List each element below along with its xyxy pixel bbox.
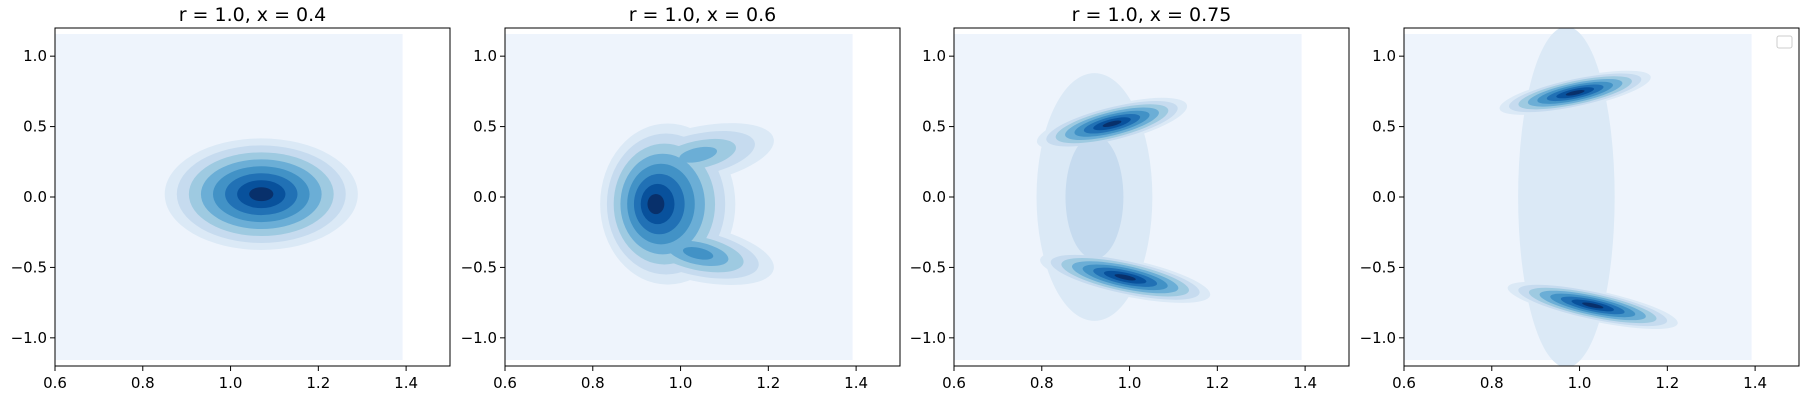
panel-1: 0.6 0.8 1.0 1.2 1.4 1.0 0.5 0.0 −0.5 −1.0 r = 1.0,… <box>11 4 451 392</box>
x-tick-label: 0.6 <box>1392 374 1416 392</box>
y-tick-label: 1.0 <box>23 47 47 65</box>
x-tick-label: 1.0 <box>1568 374 1592 392</box>
x-tick-label: 1.0 <box>669 374 693 392</box>
x-tick-label: 0.8 <box>581 374 605 392</box>
y-tick-label: 0.5 <box>23 118 47 136</box>
x-tick-label: 1.4 <box>1293 374 1317 392</box>
density-contours <box>954 34 1302 360</box>
y-tick-label: −0.5 <box>11 258 47 276</box>
contour-level-8-blob-1 <box>1102 120 1122 128</box>
x-tick-label: 1.2 <box>306 374 330 392</box>
y-tick-label: 1.0 <box>473 47 497 65</box>
y-tick-label: 0.0 <box>922 188 946 206</box>
panel-2: 0.6 0.8 1.0 1.2 1.4 1.0 0.5 0.0 −0.5 −1.0 r = 1.0,… <box>461 4 901 392</box>
y-tick-label: 0.5 <box>473 118 497 136</box>
y-tick-label: 1.0 <box>1372 47 1396 65</box>
contour-level-8-blob-1 <box>647 193 665 215</box>
x-tick-label: 1.2 <box>1655 374 1679 392</box>
contour-level-8-blob-1 <box>249 187 274 202</box>
contour-level-8-blob-2 <box>1114 274 1136 281</box>
y-tick-label: −0.5 <box>910 258 946 276</box>
density-contours <box>505 34 853 360</box>
x-tick-label: 1.4 <box>1743 374 1767 392</box>
x-tick-label: 0.6 <box>493 374 517 392</box>
x-tick-label: 0.8 <box>1480 374 1504 392</box>
y-tick-label: −0.5 <box>1360 258 1396 276</box>
x-tick-label: 1.2 <box>756 374 780 392</box>
contour-level-5-blob-3 <box>682 247 714 260</box>
contour-level-8-blob-1 <box>1565 89 1585 96</box>
y-tick-label: −1.0 <box>1360 329 1396 347</box>
x-tick-label: 1.2 <box>1205 374 1229 392</box>
y-tick-label: −1.0 <box>11 329 47 347</box>
x-tick-label: 0.8 <box>1030 374 1054 392</box>
y-tick-label: −0.5 <box>461 258 497 276</box>
x-tick-label: 0.8 <box>131 374 155 392</box>
panel-4: 0.6 0.8 1.0 1.2 1.4 1.0 0.5 0.0 −0.5 −1.0 <box>1360 27 1800 392</box>
y-tick-label: 0.0 <box>473 188 497 206</box>
legend-box <box>1776 35 1793 49</box>
x-tick-label: 1.4 <box>844 374 868 392</box>
y-tick-label: 1.0 <box>922 47 946 65</box>
y-tick-label: 0.0 <box>1372 188 1396 206</box>
y-tick-label: 0.5 <box>922 118 946 136</box>
density-contours <box>1404 28 1752 366</box>
y-tick-label: −1.0 <box>461 329 497 347</box>
contour-level-2-blob-3 <box>1065 135 1124 259</box>
x-tick-label: 0.6 <box>43 374 67 392</box>
panel-title: r = 1.0, x = 0.75 <box>1072 4 1232 26</box>
x-tick-label: 1.0 <box>1118 374 1142 392</box>
y-tick-label: 0.0 <box>23 188 47 206</box>
x-tick-label: 1.0 <box>219 374 243 392</box>
y-tick-label: 0.5 <box>1372 118 1396 136</box>
y-tick-label: −1.0 <box>910 329 946 347</box>
panel-title: r = 1.0, x = 0.6 <box>629 4 777 26</box>
x-tick-label: 0.6 <box>942 374 966 392</box>
contour-level-8-blob-2 <box>1582 302 1604 309</box>
contour-level-4-blob-2 <box>679 146 718 163</box>
panel-3: 0.6 0.8 1.0 1.2 1.4 1.0 0.5 0.0 −0.5 −1.0 r = 1.0,… <box>910 4 1350 392</box>
density-contours <box>55 34 403 360</box>
contour-level-1-blob-3 <box>1518 28 1615 366</box>
x-tick-label: 1.4 <box>394 374 418 392</box>
panel-title: r = 1.0, x = 0.4 <box>179 4 327 26</box>
